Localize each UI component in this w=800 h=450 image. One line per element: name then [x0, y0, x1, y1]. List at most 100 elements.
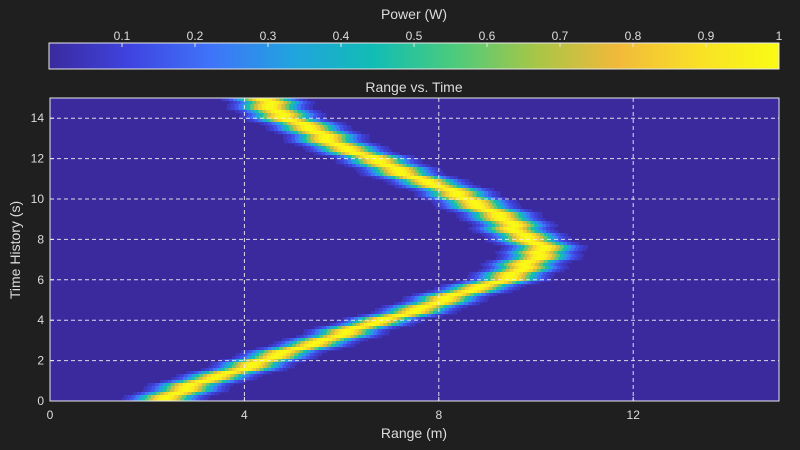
heatmap-cell	[210, 386, 215, 390]
heatmap-cell	[364, 137, 370, 141]
heatmap-cell	[417, 320, 423, 324]
heatmap-cell	[397, 158, 402, 162]
heatmap-cell	[528, 242, 533, 246]
heatmap-cell	[518, 251, 523, 255]
heatmap-cell	[185, 389, 191, 393]
heatmap-cell	[297, 359, 303, 363]
heatmap-cell	[390, 308, 395, 312]
heatmap-cell	[310, 122, 315, 126]
heatmap-cell	[301, 110, 306, 114]
heatmap-cell	[480, 272, 486, 276]
heatmap-cell	[418, 191, 423, 195]
heatmap-cell	[472, 227, 478, 231]
heatmap-cell	[163, 386, 168, 390]
heatmap-cell	[320, 341, 325, 345]
heatmap-cell	[454, 200, 460, 204]
heatmap-cell	[445, 179, 451, 183]
heatmap-cell	[340, 161, 345, 165]
heatmap-cell	[305, 128, 310, 132]
heatmap-cell	[548, 266, 554, 270]
heatmap-cell	[468, 227, 474, 231]
heatmap-cell	[380, 170, 385, 174]
heatmap-cell	[275, 122, 280, 126]
heatmap-cell	[345, 137, 350, 141]
heatmap-cell	[567, 254, 572, 258]
heatmap-cell	[179, 374, 185, 378]
heatmap-cell	[317, 347, 323, 351]
heatmap-cell	[285, 341, 290, 345]
heatmap-cell	[431, 188, 436, 192]
heatmap-cell	[480, 281, 486, 285]
heatmap-cell	[311, 125, 317, 129]
heatmap-cell	[475, 215, 481, 219]
heatmap-cell	[575, 254, 580, 258]
heatmap-cell	[270, 353, 276, 357]
heatmap-cell	[225, 98, 230, 102]
heatmap-cell	[472, 215, 477, 219]
heatmap-cell	[387, 149, 392, 153]
heatmap-cell	[154, 389, 160, 393]
heatmap-cell	[472, 221, 477, 225]
heatmap-cell	[253, 374, 259, 378]
heatmap-cell	[383, 323, 388, 327]
heatmap-cell	[302, 134, 308, 138]
heatmap-cell	[193, 395, 199, 399]
heatmap-cell	[436, 311, 442, 315]
heatmap-cell	[430, 170, 436, 174]
heatmap-cell	[486, 218, 491, 222]
heatmap-cell	[197, 383, 203, 387]
heatmap-cell	[226, 374, 232, 378]
heatmap-cell	[383, 164, 388, 168]
heatmap-cell	[213, 371, 218, 375]
heatmap-cell	[420, 305, 425, 309]
heatmap-cell	[435, 305, 441, 309]
heatmap-cell	[495, 215, 500, 219]
heatmap-cell	[460, 197, 465, 201]
heatmap-cell	[252, 371, 257, 375]
heatmap-cell	[355, 164, 361, 168]
heatmap-cell	[386, 311, 391, 315]
heatmap-cell	[247, 116, 252, 120]
heatmap-cell	[292, 107, 298, 111]
heatmap-cell	[499, 221, 504, 225]
heatmap-cell	[534, 272, 540, 276]
heatmap-cell	[541, 266, 546, 270]
heatmap-cell	[221, 371, 226, 375]
heatmap-cell	[457, 209, 463, 213]
heatmap-cell	[297, 119, 302, 123]
heatmap-cell	[504, 260, 510, 264]
heatmap-cell	[468, 272, 474, 276]
heatmap-cell	[173, 389, 179, 393]
heatmap-cell	[383, 179, 389, 183]
heatmap-cell	[563, 233, 568, 237]
heatmap-cell	[439, 293, 444, 297]
heatmap-cell	[243, 116, 248, 120]
heatmap-cell	[387, 179, 392, 183]
heatmap-cell	[250, 107, 255, 111]
heatmap-cell	[497, 206, 503, 210]
heatmap-cell	[220, 389, 226, 393]
heatmap-cell	[429, 194, 435, 198]
heatmap-cell	[371, 149, 376, 153]
heatmap-cell	[235, 353, 241, 357]
heatmap-cell	[286, 353, 291, 357]
heatmap-cell	[314, 134, 319, 138]
heatmap-cell	[427, 314, 432, 318]
heatmap-cell	[218, 380, 223, 384]
heatmap-cell	[335, 329, 340, 333]
heatmap-cell	[558, 248, 564, 252]
heatmap-cell	[412, 158, 418, 162]
heatmap-cell	[249, 362, 254, 366]
heatmap-cell	[375, 320, 380, 324]
heatmap-cell	[500, 242, 506, 246]
heatmap-cell	[467, 212, 473, 216]
heatmap-cell	[272, 362, 278, 366]
heatmap-cell	[321, 131, 326, 135]
heatmap-cell	[299, 350, 304, 354]
heatmap-cell	[364, 152, 369, 156]
heatmap-cell	[406, 173, 411, 177]
heatmap-cell	[516, 209, 521, 213]
heatmap-cell	[301, 116, 306, 120]
heatmap-cell	[354, 329, 360, 333]
heatmap-cell	[366, 329, 371, 333]
